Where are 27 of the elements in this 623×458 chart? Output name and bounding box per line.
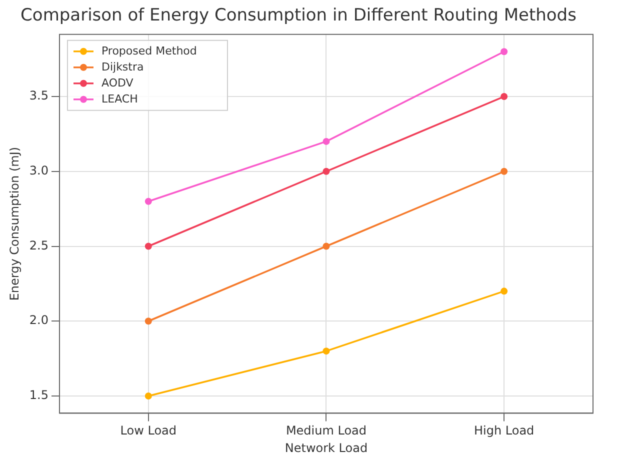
y-tick-label: 3.5 xyxy=(29,88,48,103)
point xyxy=(500,288,508,295)
x-tick-label: Low Load xyxy=(120,424,177,438)
y-tick-label: 2.5 xyxy=(29,238,48,252)
point xyxy=(322,348,330,355)
y-axis-title: Energy Consumption (mJ) xyxy=(7,146,22,301)
chart-title: Comparison of Energy Consumption in Different Routing Methods xyxy=(20,6,577,26)
legend-label: AODV xyxy=(101,76,134,90)
legend-label: LEACH xyxy=(101,92,138,106)
point xyxy=(322,242,330,250)
point xyxy=(322,168,330,175)
x-tick-label: Medium Load xyxy=(286,424,367,438)
x-tick-label: High Load xyxy=(474,424,534,438)
point xyxy=(500,93,508,100)
y-tick-label: 3.0 xyxy=(29,164,48,178)
legend-label: Dijkstra xyxy=(101,60,144,74)
point xyxy=(322,138,330,145)
y-tick-label: 2.0 xyxy=(29,313,48,328)
point xyxy=(144,318,152,325)
y-tick-label: 1.5 xyxy=(29,388,48,402)
legend-label: Proposed Method xyxy=(101,44,197,58)
x-axis-title: Network Load xyxy=(284,440,368,455)
point xyxy=(500,48,508,56)
point xyxy=(500,168,508,175)
point xyxy=(144,242,152,250)
point xyxy=(144,392,152,400)
point xyxy=(144,198,152,205)
